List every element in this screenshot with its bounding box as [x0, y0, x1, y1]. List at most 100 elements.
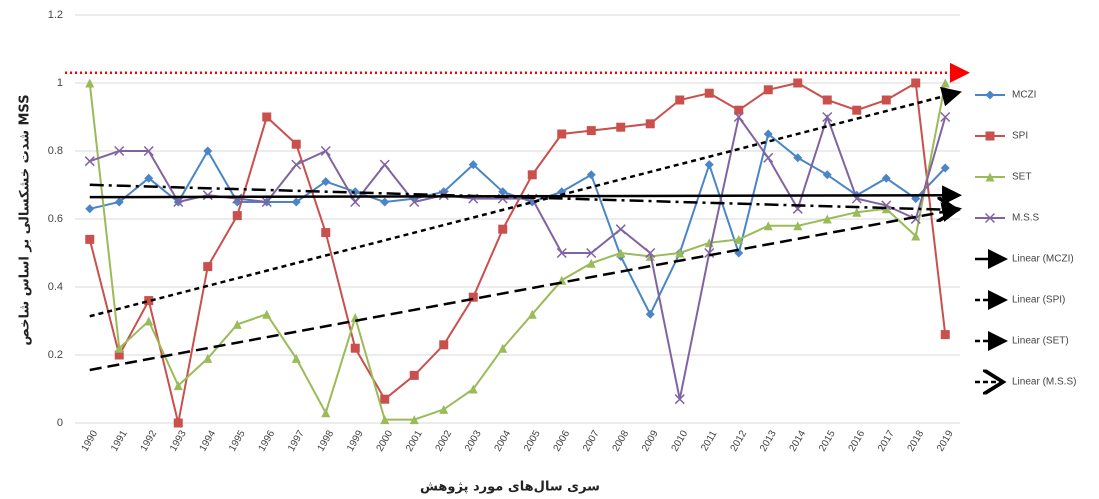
x-tick-label: 1993 — [168, 428, 189, 453]
point — [940, 330, 950, 340]
x-tick-label: 1995 — [227, 428, 248, 453]
point — [380, 394, 390, 404]
point — [984, 212, 996, 224]
point — [985, 172, 995, 182]
point — [468, 160, 478, 170]
point — [527, 170, 537, 180]
point — [232, 211, 242, 221]
point — [675, 95, 685, 105]
point — [261, 196, 272, 208]
x-tick-label: 2017 — [876, 428, 897, 453]
point — [793, 221, 803, 231]
y-tick-label: 0.4 — [48, 281, 63, 293]
x-tick-label: 1998 — [316, 428, 337, 453]
y-tick-label: 0.8 — [48, 145, 63, 157]
point — [616, 122, 626, 132]
point — [320, 145, 331, 157]
point — [793, 153, 803, 163]
y-tick-label: 0.6 — [48, 213, 63, 225]
legend-label: Linear (M.S.S) — [1012, 377, 1076, 388]
point — [911, 231, 921, 241]
x-tick-label: 2009 — [640, 428, 661, 453]
point — [985, 131, 995, 141]
point — [881, 173, 891, 183]
point — [852, 105, 862, 115]
point — [350, 196, 361, 208]
point — [203, 146, 213, 156]
x-tick-label: 2016 — [847, 428, 868, 453]
point — [321, 408, 331, 418]
point — [380, 415, 390, 425]
x-tick-label: 2000 — [375, 428, 396, 453]
point — [852, 207, 862, 217]
point — [498, 343, 508, 353]
y-tick-label: 1.2 — [48, 9, 63, 21]
legend-label: Linear (SPI) — [1012, 295, 1065, 306]
x-tick-label: 1991 — [109, 428, 130, 453]
point — [674, 394, 685, 405]
x-tick-label: 2011 — [699, 429, 719, 454]
point — [645, 309, 655, 319]
x-tick-label: 1994 — [198, 428, 219, 453]
point — [498, 187, 508, 197]
point — [468, 292, 478, 302]
point — [380, 197, 390, 207]
x-axis-title: سری سال‌های مورد پژوهش — [420, 480, 600, 495]
x-tick-label: 2012 — [729, 428, 750, 453]
x-tick-label: 2014 — [788, 428, 809, 453]
x-tick-label: 1999 — [345, 428, 366, 453]
point — [763, 152, 774, 163]
point — [586, 258, 596, 268]
point — [940, 78, 950, 88]
point — [114, 197, 124, 207]
point — [144, 296, 154, 306]
x-tick-label: 2019 — [935, 428, 956, 453]
point — [439, 404, 449, 414]
point — [586, 247, 597, 259]
y-axis-title: شدت خشکسالی بر اساس شاخص MSS — [18, 94, 33, 345]
x-tick-label: 2006 — [552, 428, 573, 453]
point — [498, 224, 508, 234]
point — [85, 234, 95, 244]
legend-label: SPI — [1012, 131, 1028, 142]
x-tick-label: 2003 — [463, 428, 484, 453]
point — [763, 221, 773, 231]
point — [881, 95, 891, 105]
x-tick-label: 2008 — [611, 428, 632, 453]
point — [822, 95, 832, 105]
point — [439, 340, 449, 350]
y-tick-label: 0 — [57, 417, 63, 429]
point — [940, 163, 950, 173]
point — [985, 90, 995, 100]
series-line — [88, 81, 947, 424]
point — [409, 370, 419, 380]
point — [321, 177, 331, 187]
point — [822, 214, 832, 224]
point — [203, 353, 213, 363]
point — [144, 173, 154, 183]
point — [114, 145, 125, 157]
point — [557, 129, 567, 139]
point — [793, 78, 803, 88]
legend-label: SET — [1012, 172, 1031, 183]
point — [704, 160, 714, 170]
point — [615, 224, 626, 235]
point — [262, 112, 272, 122]
legend-label: Linear (SET) — [1012, 336, 1069, 347]
x-tick-label: 2018 — [906, 428, 927, 453]
point — [822, 170, 832, 180]
point — [704, 88, 714, 98]
trend-line — [89, 202, 962, 372]
point — [321, 228, 331, 238]
legend-label: MCZI — [1012, 90, 1036, 101]
point — [173, 196, 184, 208]
point — [173, 381, 183, 391]
point — [675, 248, 685, 258]
x-tick-label: 1990 — [80, 428, 101, 453]
series-line — [88, 82, 947, 421]
point — [940, 111, 951, 123]
trend-line — [89, 86, 962, 318]
point — [733, 111, 744, 123]
point — [704, 247, 715, 259]
point — [616, 248, 626, 258]
